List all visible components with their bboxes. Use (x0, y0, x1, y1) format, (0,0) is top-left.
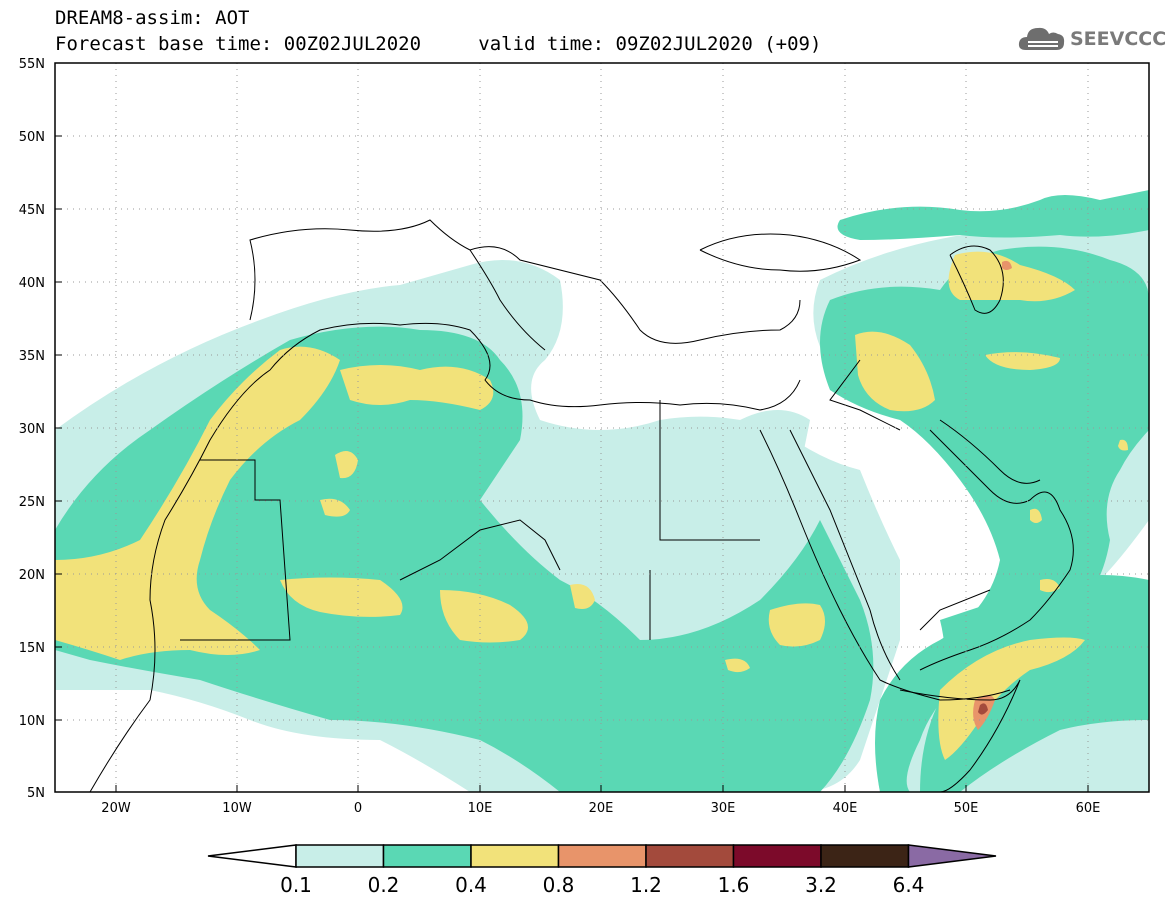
aot-level-1-2 (978, 703, 988, 715)
lon-label: 40E (833, 801, 858, 816)
latitude-labels: 55N 50N 45N 40N 35N 30N 25N 20N 15N 10N … (19, 57, 45, 801)
colorbar-segment (470, 844, 560, 868)
colorbar-low-arrow (207, 844, 297, 868)
logo-text: SEEVCCC (1070, 28, 1165, 50)
colorbar: 0.1 0.2 0.4 0.8 1.2 1.6 3.2 6.4 (207, 844, 997, 897)
valid-time: valid time: 09Z02JUL2020 (+09) (478, 33, 822, 55)
aot-level-0-8-north (1002, 260, 1012, 270)
colorbar-segment (732, 844, 822, 868)
seevccc-logo: SEEVCCC (1018, 22, 1165, 56)
lon-label: 20E (589, 801, 614, 816)
lon-label: 10W (222, 801, 252, 816)
colorbar-segment (382, 844, 472, 868)
colorbar-label: 0.8 (543, 873, 575, 897)
lon-label: 10E (468, 801, 493, 816)
colorbar-segment (557, 844, 647, 868)
lat-label: 55N (19, 57, 45, 72)
forecast-base-time: Forecast base time: 00Z02JUL2020 (55, 33, 422, 55)
cloud-icon (1018, 27, 1065, 50)
lat-label: 30N (19, 422, 45, 437)
lon-label: 0 (354, 801, 362, 816)
lon-label: 20W (101, 801, 131, 816)
longitude-labels: 20W 10W 0 10E 20E 30E 40E 50E 60E (101, 801, 1100, 816)
graticule (55, 63, 1149, 792)
lat-label: 15N (19, 641, 45, 656)
colorbar-label: 1.6 (718, 873, 750, 897)
lat-label: 40N (19, 276, 45, 291)
colorbar-label: 1.2 (630, 873, 662, 897)
colorbar-label: 0.1 (280, 873, 312, 897)
lat-label: 10N (19, 714, 45, 729)
aot-level-0-4 (55, 251, 1128, 760)
aot-field (55, 190, 1149, 792)
forecast-time-line: Forecast base time: 00Z02JUL2020 valid t… (55, 34, 821, 54)
colorbar-segment (820, 844, 910, 868)
lat-label: 45N (19, 203, 45, 218)
colorbar-label: 6.4 (893, 873, 925, 897)
colorbar-label: 0.4 (455, 873, 487, 897)
lat-label: 50N (19, 130, 45, 145)
coastlines (55, 219, 1074, 792)
lon-label: 50E (954, 801, 979, 816)
colorbar-high-arrow (907, 844, 997, 868)
lon-label: 60E (1076, 801, 1101, 816)
lon-label: 30E (711, 801, 736, 816)
lat-label: 20N (19, 568, 45, 583)
map-title: DREAM8-assim: AOT (55, 7, 250, 29)
lat-label: 35N (19, 349, 45, 364)
colorbar-label: 3.2 (805, 873, 837, 897)
lat-label: 5N (27, 786, 45, 801)
colorbar-label: 0.2 (368, 873, 400, 897)
colorbar-segment (645, 844, 735, 868)
lat-label: 25N (19, 495, 45, 510)
tick-marks (55, 62, 1089, 792)
colorbar-segment (295, 844, 385, 868)
